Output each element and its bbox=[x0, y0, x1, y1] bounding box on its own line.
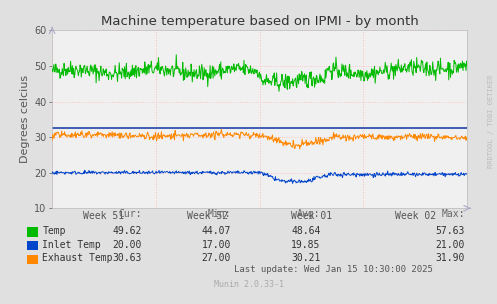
Y-axis label: Degrees celcius: Degrees celcius bbox=[20, 75, 30, 163]
Text: Inlet Temp: Inlet Temp bbox=[42, 240, 101, 250]
Title: Machine temperature based on IPMI - by month: Machine temperature based on IPMI - by m… bbox=[101, 15, 418, 28]
Text: Exhaust Temp: Exhaust Temp bbox=[42, 254, 113, 263]
Text: Cur:: Cur: bbox=[118, 209, 142, 219]
Text: Last update: Wed Jan 15 10:30:00 2025: Last update: Wed Jan 15 10:30:00 2025 bbox=[234, 265, 432, 274]
Text: Min:: Min: bbox=[208, 209, 231, 219]
Text: 27.00: 27.00 bbox=[202, 254, 231, 263]
Text: 30.21: 30.21 bbox=[291, 254, 321, 263]
Text: 31.90: 31.90 bbox=[435, 254, 465, 263]
Text: 44.07: 44.07 bbox=[202, 226, 231, 236]
Text: 57.63: 57.63 bbox=[435, 226, 465, 236]
Text: 21.00: 21.00 bbox=[435, 240, 465, 250]
Text: 17.00: 17.00 bbox=[202, 240, 231, 250]
Text: Munin 2.0.33-1: Munin 2.0.33-1 bbox=[214, 280, 283, 289]
Text: 49.62: 49.62 bbox=[112, 226, 142, 236]
Text: Temp: Temp bbox=[42, 226, 66, 236]
Text: 20.00: 20.00 bbox=[112, 240, 142, 250]
Text: Avg:: Avg: bbox=[297, 209, 321, 219]
Text: 30.63: 30.63 bbox=[112, 254, 142, 263]
Text: 48.64: 48.64 bbox=[291, 226, 321, 236]
Text: 19.85: 19.85 bbox=[291, 240, 321, 250]
Text: RRDTOOL / TOBI OETIKER: RRDTOOL / TOBI OETIKER bbox=[488, 75, 494, 168]
Text: Max:: Max: bbox=[441, 209, 465, 219]
